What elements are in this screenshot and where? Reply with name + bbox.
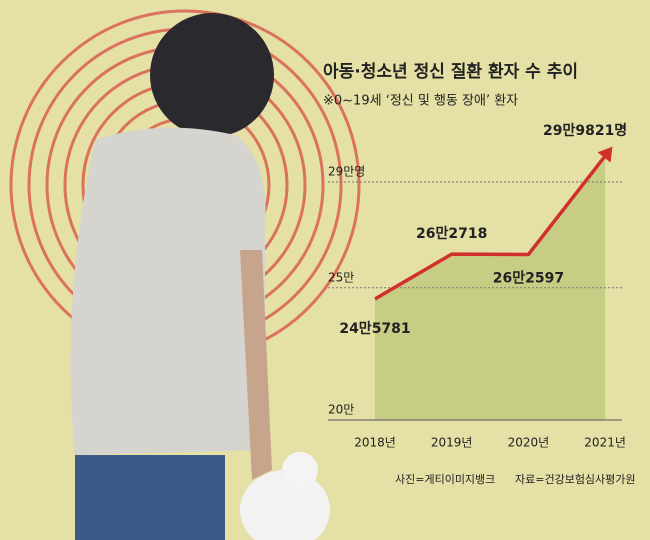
y-tick-label: 20만	[328, 403, 354, 417]
x-tick-label: 2018년	[354, 436, 396, 450]
area	[375, 156, 606, 420]
data-label: 24만5781	[339, 321, 410, 337]
line	[374, 154, 607, 301]
x-tick-label: 2020년	[508, 436, 550, 450]
chart-subtitle: ※0~19세 ‘정신 및 행동 장애’ 환자	[323, 93, 518, 109]
y-tick-label: 29만명	[328, 165, 365, 179]
data-label: 26만2597	[493, 270, 564, 286]
chart-title: 아동·청소년 정신 질환 환자 수 추이	[323, 61, 578, 82]
source: 자료=건강보험심사평가원	[515, 473, 636, 486]
x-tick-label: 2019년	[431, 436, 473, 450]
photo-credit: 사진=게티이미지뱅크	[395, 473, 495, 486]
x-tick-label: 2021년	[584, 436, 626, 450]
data-label: 29만9821명	[543, 122, 627, 139]
child-photo	[70, 13, 330, 540]
arrowhead	[597, 146, 613, 163]
y-tick-label: 25만	[328, 270, 354, 284]
data-label: 26만2718	[416, 226, 487, 242]
